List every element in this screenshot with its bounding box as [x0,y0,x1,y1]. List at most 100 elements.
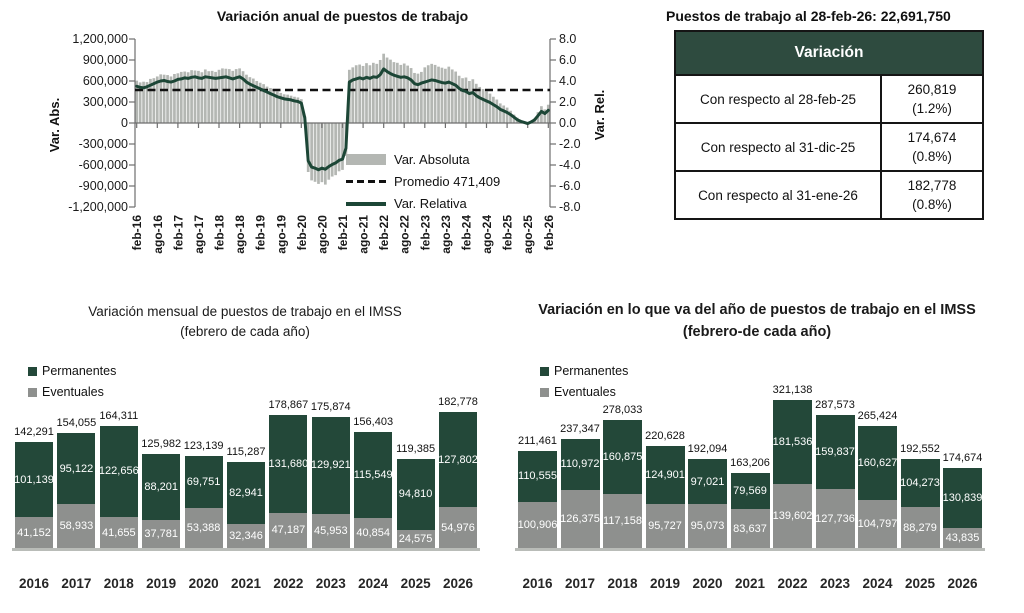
total-label: 265,424 [857,409,898,422]
total-label: 115,287 [226,446,266,459]
svg-text:-6.0: -6.0 [559,179,581,193]
permanentes-segment: 115,549 [354,431,393,518]
svg-text:ago-22: ago-22 [398,215,412,254]
total-label: 178,867 [268,398,309,411]
eventuales-segment: 58,933 [57,504,96,548]
total-label: 156,403 [353,415,394,428]
svg-text:2.0: 2.0 [559,95,576,109]
eventuales-segment: 47,187 [269,512,308,548]
permanentes-segment: 110,972 [560,438,600,490]
year-label: 2016 [522,576,553,591]
year-label: 2021 [230,576,262,591]
total-label: 192,552 [900,443,940,456]
chart-legend: Permanentes Eventuales [540,364,628,406]
relative-variation-line [135,67,550,172]
year-label: 2025 [400,576,431,591]
segment-value: 160,627 [857,456,898,469]
year-label: 2019 [649,576,681,591]
svg-text:-300,000: -300,000 [79,137,128,151]
svg-text:300,000: 300,000 [83,95,128,109]
permanentes-segment: 69,751 [184,456,223,509]
permanentes-segment: 124,901 [645,446,685,504]
year-label: 2017 [61,576,92,591]
segment-value: 104,797 [857,517,898,530]
segment-value: 129,921 [310,459,351,472]
svg-text:ago-20: ago-20 [315,215,329,254]
permanentes-segment: 181,536 [773,400,812,484]
year-label: 2020 [188,576,219,591]
chart-title: Variación en lo que va del año de puesto… [538,302,976,318]
permanentes-segment: 122,656 [98,425,139,518]
eventuales-segment: 139,602 [773,483,812,548]
segment-value: 24,575 [398,532,433,545]
row-value: 182,778 (0.8%) [882,172,982,218]
legend-item-permanentes: Permanentes [28,364,116,378]
segment-value: 41,152 [17,526,51,539]
value-number: 182,778 [907,178,957,193]
chart-legend: Permanentes Eventuales [28,364,116,406]
svg-text:ago-21: ago-21 [357,215,371,254]
svg-text:-2.0: -2.0 [559,137,581,151]
jobs-summary: Puestos de trabajo al 28-feb-26: 22,691,… [664,6,1008,236]
segment-value: 95,122 [59,462,94,475]
table-row: Con respecto al 31-ene-26 182,778 (0.8%) [676,172,982,218]
total-label: 154,055 [56,417,97,430]
svg-text:ago-25: ago-25 [521,215,535,254]
permanentes-segment: 104,273 [900,459,940,508]
segment-value: 97,021 [690,475,725,488]
permanentes-segment: 88,201 [142,454,181,520]
row-label: Con respecto al 31-dic-25 [676,124,882,170]
segment-value: 58,933 [59,520,94,533]
svg-text:ago-18: ago-18 [233,215,247,254]
ytd-variation-chart: Variación en lo que va del año de puesto… [496,302,1018,610]
year-label: 2022 [777,576,808,591]
permanentes-segment: 130,839 [943,467,982,528]
total-label: 321,138 [772,384,813,396]
absolute-variation-bars [135,53,550,185]
segment-value: 101,139 [14,473,54,486]
total-label: 278,033 [602,403,643,416]
eventuales-segment: 41,152 [15,517,53,548]
svg-text:feb-20: feb-20 [295,215,309,251]
legend-label: Var. Relativa [394,196,467,211]
eventuales-segment: 43,835 [943,527,982,548]
eventuales-segment: 54,976 [439,507,477,548]
segment-value: 181,536 [772,435,813,448]
svg-text:feb-23: feb-23 [418,215,432,251]
value-number: 260,819 [907,82,957,97]
segment-value: 159,837 [815,446,855,459]
permanentes-segment: 131,680 [269,414,308,513]
total-label: 175,874 [310,401,351,414]
eventuales-segment: 100,906 [518,501,557,548]
year-label: 2019 [146,576,177,591]
eventuales-segment: 95,073 [688,504,727,548]
eventuales-segment: 40,854 [354,517,393,548]
left-axis-title: Var. Abs. [47,97,62,153]
eventuales-segment: 88,279 [900,507,940,548]
year-label: 2021 [734,576,766,591]
segment-value: 122,656 [98,465,139,478]
permanentes-segment: 160,627 [857,425,898,500]
segment-value: 53,388 [186,522,221,535]
legend-label: Eventuales [554,385,616,399]
row-value: 260,819 (1.2%) [882,76,982,122]
total-label: 163,206 [730,456,770,469]
segment-value: 37,781 [144,527,179,540]
total-label: 220,628 [645,430,685,443]
svg-text:-900,000: -900,000 [79,179,128,193]
legend-item-eventuales: Eventuales [28,385,116,399]
eventuales-segment: 45,953 [311,513,350,548]
svg-text:feb-25: feb-25 [501,215,515,251]
svg-text:0: 0 [121,116,128,130]
segment-value: 127,736 [815,512,855,525]
legend-label: Permanentes [42,364,117,378]
svg-text:6.0: 6.0 [559,53,576,67]
year-label: 2022 [273,576,304,591]
total-label: 119,385 [396,443,436,456]
eventuales-segment: 41,655 [99,517,138,548]
value-percent: (0.8%) [912,149,952,164]
eventuales-segment: 37,781 [142,519,181,548]
chart-title: Variación mensual de puestos de trabajo … [88,304,402,319]
permanentes-segment: 159,837 [815,415,855,490]
svg-text:feb-24: feb-24 [460,215,474,251]
